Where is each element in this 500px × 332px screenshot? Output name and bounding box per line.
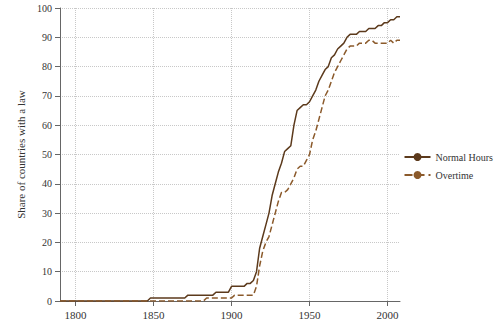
svg-text:0: 0 bbox=[47, 296, 52, 307]
svg-text:20: 20 bbox=[42, 237, 52, 248]
svg-text:70: 70 bbox=[42, 90, 52, 101]
svg-text:1850: 1850 bbox=[143, 309, 166, 321]
svg-text:1800: 1800 bbox=[65, 309, 88, 321]
svg-text:10: 10 bbox=[42, 266, 52, 277]
svg-text:Overtime: Overtime bbox=[436, 170, 474, 181]
svg-text:Share of countries with a law: Share of countries with a law bbox=[15, 90, 27, 219]
svg-text:60: 60 bbox=[42, 120, 52, 131]
svg-text:1950: 1950 bbox=[299, 309, 322, 321]
svg-text:1900: 1900 bbox=[221, 309, 244, 321]
svg-text:30: 30 bbox=[42, 208, 52, 219]
svg-text:100: 100 bbox=[37, 3, 52, 14]
svg-text:90: 90 bbox=[42, 32, 52, 43]
svg-text:80: 80 bbox=[42, 61, 52, 72]
svg-text:2000: 2000 bbox=[377, 309, 400, 321]
svg-text:Normal Hours: Normal Hours bbox=[436, 152, 494, 163]
svg-text:50: 50 bbox=[42, 149, 52, 160]
svg-text:40: 40 bbox=[42, 178, 52, 189]
